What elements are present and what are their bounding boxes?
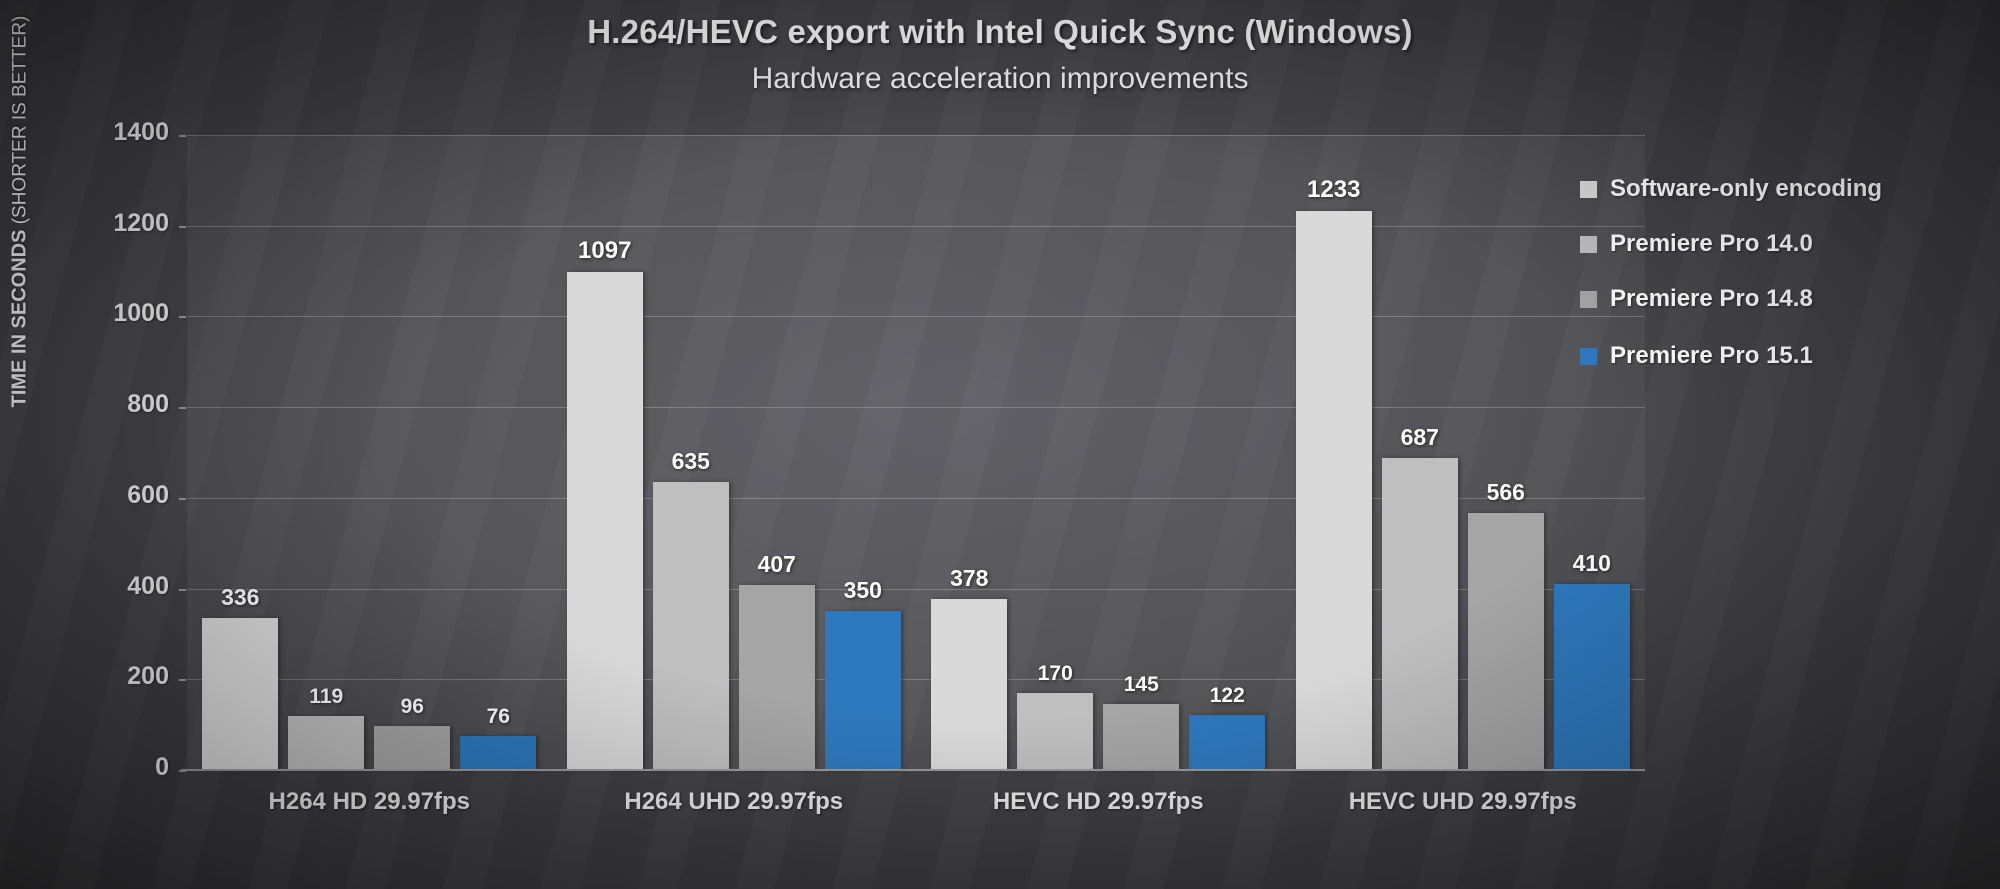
bar-column[interactable]: 350 xyxy=(824,135,901,770)
bar[interactable] xyxy=(1553,584,1630,770)
plot-area: 336 119 96 76 1097 635 407 350 378 170 145 122 1233 6… xyxy=(181,135,1645,771)
chart-subtitle: Hardware acceleration improvements xyxy=(751,62,1249,95)
bar-value-label: 122 xyxy=(1209,683,1245,707)
category-label: HEVC UHD 29.97fps xyxy=(1348,788,1577,815)
y-axis-title-note: (SHORTER IS BETTER) xyxy=(9,15,31,230)
x-axis-line xyxy=(181,769,1645,771)
legend-item[interactable]: Premiere Pro 15.1 xyxy=(1580,342,1980,370)
bar-group: 1097 635 407 350 xyxy=(552,135,917,770)
legend-label: Premiere Pro 14.0 xyxy=(1610,230,1813,257)
y-tick-label: 400 xyxy=(127,571,169,600)
bar-column[interactable]: 635 xyxy=(652,135,729,770)
legend-item[interactable]: Premiere Pro 14.8 xyxy=(1580,285,1980,313)
bar[interactable] xyxy=(1103,704,1180,770)
legend-item[interactable]: Premiere Pro 14.0 xyxy=(1580,230,1980,258)
bar[interactable] xyxy=(374,726,451,770)
bar-column[interactable]: 119 xyxy=(288,135,365,770)
y-tick-label: 1000 xyxy=(113,299,169,328)
category-label: H264 UHD 29.97fps xyxy=(624,788,844,815)
bar-column[interactable]: 336 xyxy=(202,135,279,770)
bar-column[interactable]: 76 xyxy=(460,135,537,770)
legend-swatch xyxy=(1580,290,1597,308)
bar-value-label: 76 xyxy=(486,704,510,728)
bar-group-bars: 378 170 145 122 xyxy=(916,135,1281,770)
bar[interactable] xyxy=(1017,692,1094,770)
y-tick-mark xyxy=(179,679,186,682)
bar-column[interactable]: 145 xyxy=(1103,135,1180,770)
bar-group: 336 119 96 76 xyxy=(187,135,552,770)
bar-column[interactable]: 1233 xyxy=(1295,135,1372,770)
bar[interactable] xyxy=(1295,210,1372,770)
y-tick-label: 1200 xyxy=(113,208,169,237)
legend-label: Premiere Pro 15.1 xyxy=(1610,342,1813,369)
chart-legend: Software-only encoding Premiere Pro 14.0 P… xyxy=(1580,175,1980,397)
chart-title: H.264/HEVC export with Intel Quick Sync … xyxy=(587,13,1413,50)
legend-label: Premiere Pro 14.8 xyxy=(1610,285,1813,312)
bar[interactable] xyxy=(1189,714,1266,770)
bar-group: 378 170 145 122 xyxy=(916,135,1281,770)
bar[interactable] xyxy=(566,272,643,770)
bar[interactable] xyxy=(460,735,537,770)
legend-item[interactable]: Software-only encoding xyxy=(1580,175,1980,203)
y-tick-mark xyxy=(179,225,186,228)
bar-group-bars: 336 119 96 76 xyxy=(187,135,552,770)
y-tick-mark xyxy=(179,497,186,500)
bar[interactable] xyxy=(824,611,901,770)
bar-column[interactable]: 407 xyxy=(738,135,815,770)
y-axis-title: TIME IN SECONDS (SHORTER IS BETTER) xyxy=(9,0,32,532)
category-label: HEVC HD 29.97fps xyxy=(992,788,1204,815)
legend-label: Software-only encoding xyxy=(1610,175,1883,202)
y-tick-mark xyxy=(179,316,186,319)
bar-column[interactable]: 566 xyxy=(1467,135,1544,770)
bar-group-bars: 1097 635 407 350 xyxy=(552,135,917,770)
y-tick-label: 200 xyxy=(127,662,169,691)
y-axis-title-main: TIME IN SECONDS xyxy=(8,229,31,408)
y-tick-label: 0 xyxy=(155,753,169,781)
bar-column[interactable]: 96 xyxy=(374,135,451,770)
bar[interactable] xyxy=(652,481,729,770)
y-tick-mark xyxy=(179,135,186,137)
legend-swatch xyxy=(1580,347,1597,365)
bar-value-label: 410 xyxy=(1572,550,1611,577)
y-tick-label: 1400 xyxy=(113,118,169,146)
legend-swatch xyxy=(1580,180,1597,198)
y-tick-label: 600 xyxy=(127,480,169,509)
legend-swatch xyxy=(1580,235,1597,253)
bar-column[interactable]: 687 xyxy=(1381,135,1458,770)
y-tick-mark xyxy=(179,407,186,410)
category-label: H264 HD 29.97fps xyxy=(268,788,470,815)
bar-column[interactable]: 122 xyxy=(1189,135,1266,770)
bar[interactable] xyxy=(288,716,365,770)
y-tick-label: 800 xyxy=(127,390,169,419)
bar[interactable] xyxy=(738,585,815,770)
